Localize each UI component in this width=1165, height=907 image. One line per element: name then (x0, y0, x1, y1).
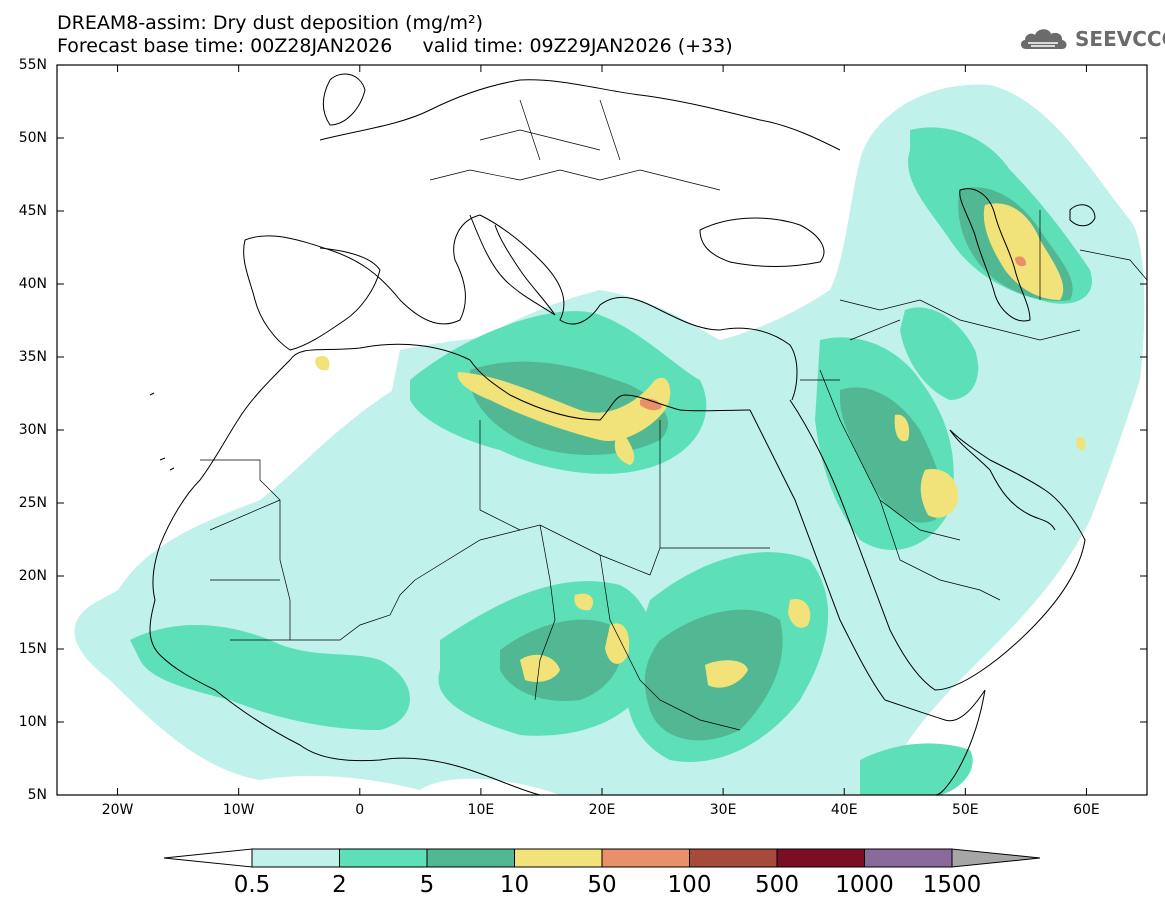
colorbar-segment (601, 848, 690, 868)
colorbar-label: 100 (667, 872, 712, 898)
colorbar-segment (339, 848, 428, 868)
lat-tick-label: 30N (18, 422, 47, 438)
lon-tick-label: 30E (709, 802, 737, 818)
coastlines (149, 73, 1096, 795)
dust-fields (74, 84, 1145, 795)
borders (200, 99, 1147, 731)
lat-tick-label: 20N (18, 568, 47, 584)
lat-tick-label: 5N (27, 787, 47, 803)
lon-tick-label: 10E (467, 802, 495, 818)
colorbar-segment (776, 848, 865, 868)
lat-tick-label: 50N (18, 130, 47, 146)
colorbar-segment (689, 848, 778, 868)
seevccc-logo: SEEVCCC (1018, 25, 1165, 53)
colorbar-label: 10 (499, 872, 530, 898)
colorbar-label: 5 (419, 872, 435, 898)
dust-level-10 (315, 203, 1086, 688)
colorbar-segment (864, 848, 953, 868)
dust-level-50 (640, 256, 1027, 411)
colorbar-label: 1500 (922, 872, 982, 898)
lon-tick-label: 20E (588, 802, 616, 818)
lat-tick-label: 35N (18, 349, 47, 365)
colorbar-over-arrow (951, 848, 1041, 868)
colorbar-segment (514, 848, 603, 868)
lat-tick-label: 45N (18, 203, 47, 219)
lat-tick-label: 10N (18, 714, 47, 730)
lat-tick-label: 15N (18, 641, 47, 657)
lat-tick-label: 55N (18, 57, 47, 73)
lon-tick-label: 10W (222, 802, 255, 818)
colorbar-segment (251, 848, 340, 868)
colorbar-segment (426, 848, 515, 868)
axis-ticks (57, 64, 1147, 796)
colorbar-label: 0.5 (233, 872, 271, 898)
logo-text: SEEVCCC (1075, 27, 1165, 51)
colorbar-label: 2 (332, 872, 347, 898)
lon-tick-label: 0 (355, 802, 365, 818)
colorbar-label: 50 (587, 872, 617, 898)
forecast-time-line: Forecast base time: 00Z28JAN2026 valid t… (57, 35, 733, 57)
colorbar-label: 500 (755, 872, 799, 898)
map-title: DREAM8-assim: Dry dust deposition (mg/m²… (57, 12, 484, 34)
colorbar (163, 848, 1041, 868)
lon-tick-label: 20W (101, 802, 134, 818)
colorbar-label: 1000 (835, 872, 894, 898)
cloud-icon (1020, 29, 1067, 49)
lat-tick-label: 25N (18, 495, 47, 511)
lon-tick-label: 40E (830, 802, 858, 818)
lon-tick-label: 50E (951, 802, 979, 818)
dust-level-2 (130, 127, 1092, 795)
colorbar-under-arrow (163, 848, 253, 868)
lat-tick-label: 40N (18, 276, 47, 292)
lon-tick-label: 60E (1073, 802, 1100, 818)
